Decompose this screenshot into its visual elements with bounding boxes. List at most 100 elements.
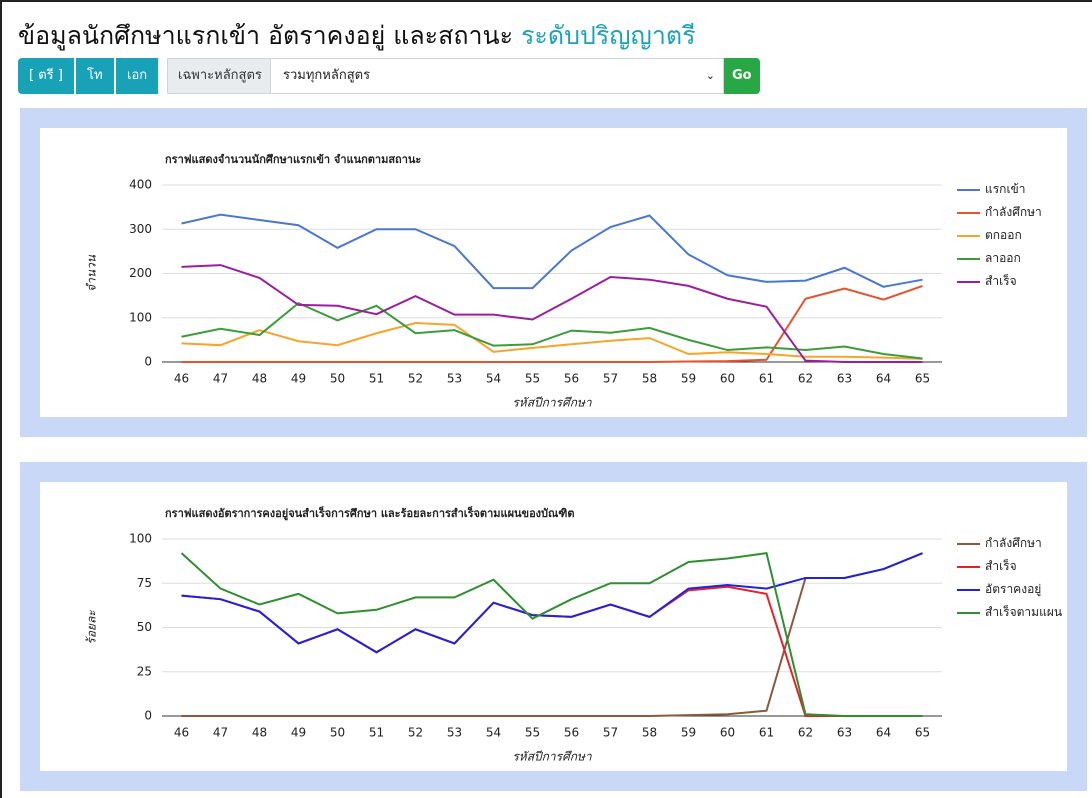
y-tick-label: 75 <box>137 576 152 590</box>
legend-label: สำเร็จ <box>985 274 1017 288</box>
select-value: รวมทุกหลักสูตร <box>283 68 371 83</box>
chart-panel: กราฟแสดงจำนวนนักศึกษาแรกเข้า จำแนกตามสถา… <box>20 108 1087 437</box>
legend-item: สำเร็จ <box>985 559 1017 573</box>
level-button[interactable]: โท <box>76 58 114 94</box>
chart: กราฟแสดงอัตราการคงอยู่จนสำเร็จการศึกษา แ… <box>85 506 1063 764</box>
x-tick-label: 62 <box>798 726 813 740</box>
x-tick-label: 48 <box>252 726 267 740</box>
line-series <box>181 301 923 360</box>
x-tick-label: 55 <box>525 726 540 740</box>
y-tick-label: 25 <box>137 664 152 678</box>
line-series <box>181 264 923 363</box>
level-button[interactable]: [ ตรี ] <box>18 58 74 94</box>
chart: กราฟแสดงจำนวนนักศึกษาแรกเข้า จำแนกตามสถา… <box>85 153 1042 410</box>
x-tick-label: 61 <box>759 372 774 386</box>
x-tick-label: 64 <box>876 372 891 386</box>
legend-label: สำเร็จตามแผน <box>985 605 1063 619</box>
page-title: ข้อมูลนักศึกษาแรกเข้า อัตราคงอยู่ และสถา… <box>18 16 696 56</box>
y-tick-label: 300 <box>129 222 152 236</box>
legend-label: กำลังศึกษา <box>985 205 1042 219</box>
y-axis-label: จำนวน <box>85 254 99 292</box>
x-tick-label: 61 <box>759 726 774 740</box>
x-tick-label: 51 <box>369 372 384 386</box>
x-tick-label: 65 <box>915 372 930 386</box>
x-tick-label: 50 <box>330 726 345 740</box>
x-tick-label: 47 <box>213 372 228 386</box>
filter-label: เฉพาะหลักสูตร <box>167 58 273 94</box>
go-button[interactable]: Go <box>724 58 760 94</box>
title-text: ข้อมูลนักศึกษาแรกเข้า อัตราคงอยู่ และสถา… <box>18 21 514 50</box>
legend-label: กำลังศึกษา <box>985 536 1042 550</box>
line-series <box>180 552 923 717</box>
x-axis-label: รหัสปีการศึกษา <box>512 396 593 410</box>
legend-item: ลาออก <box>985 251 1021 265</box>
chevron: ⌄ <box>705 69 715 82</box>
chart-title: กราฟแสดงอัตราการคงอยู่จนสำเร็จการศึกษา แ… <box>165 506 575 521</box>
legend-item: สำเร็จตามแผน <box>985 605 1063 619</box>
x-tick-label: 57 <box>603 372 618 386</box>
x-tick-label: 60 <box>720 372 735 386</box>
legend-item: สำเร็จ <box>985 274 1017 288</box>
line-series <box>181 284 923 363</box>
x-tick-label: 60 <box>720 726 735 740</box>
legend-item: แรกเข้า <box>985 182 1026 196</box>
chart-card: กราฟแสดงจำนวนนักศึกษาแรกเข้า จำแนกตามสถา… <box>40 128 1067 417</box>
x-tick-label: 51 <box>369 726 384 740</box>
line-series <box>181 552 923 654</box>
x-tick-label: 64 <box>876 726 891 740</box>
line-series <box>181 213 923 290</box>
x-tick-label: 54 <box>486 726 501 740</box>
program-select[interactable]: รวมทุกหลักสูตร ⌄ <box>270 58 724 94</box>
legend-item: กำลังศึกษา <box>985 205 1042 219</box>
x-tick-label: 59 <box>681 372 696 386</box>
y-tick-label: 400 <box>129 178 152 192</box>
x-tick-label: 53 <box>447 372 462 386</box>
x-tick-label: 63 <box>837 372 852 386</box>
x-tick-label: 65 <box>915 726 930 740</box>
x-tick-label: 47 <box>213 726 228 740</box>
line-series <box>181 585 923 717</box>
legend-label: สำเร็จ <box>985 559 1017 573</box>
x-tick-label: 46 <box>174 372 189 386</box>
x-tick-label: 62 <box>798 372 813 386</box>
x-tick-label: 57 <box>603 726 618 740</box>
line-series <box>181 322 923 360</box>
y-tick-label: 0 <box>144 355 152 369</box>
y-tick-label: 200 <box>129 266 152 280</box>
x-tick-label: 52 <box>408 372 423 386</box>
x-tick-label: 50 <box>330 372 345 386</box>
legend-item: อัตราคงอยู่ <box>985 582 1042 596</box>
x-tick-label: 56 <box>564 372 579 386</box>
x-tick-label: 63 <box>837 726 852 740</box>
y-tick-label: 0 <box>144 709 152 723</box>
line-series <box>181 552 923 717</box>
x-tick-label: 54 <box>486 372 501 386</box>
x-tick-label: 53 <box>447 726 462 740</box>
legend-item: กำลังศึกษา <box>985 536 1042 550</box>
level-button[interactable]: เอก <box>116 58 159 94</box>
legend-label: ตกออก <box>985 228 1022 242</box>
y-axis-label: ร้อยละ <box>85 610 99 645</box>
x-tick-label: 46 <box>174 726 189 740</box>
chart-panel: กราฟแสดงอัตราการคงอยู่จนสำเร็จการศึกษา แ… <box>20 462 1087 791</box>
legend-label: แรกเข้า <box>985 182 1026 196</box>
x-tick-label: 49 <box>291 372 306 386</box>
y-tick-label: 50 <box>137 620 152 634</box>
x-tick-label: 55 <box>525 372 540 386</box>
x-tick-label: 58 <box>642 372 657 386</box>
x-tick-label: 58 <box>642 726 657 740</box>
legend-label: อัตราคงอยู่ <box>985 582 1042 596</box>
legend-label: ลาออก <box>985 251 1021 265</box>
x-tick-label: 49 <box>291 726 306 740</box>
legend-item: ตกออก <box>985 228 1022 242</box>
chart-card: กราฟแสดงอัตราการคงอยู่จนสำเร็จการศึกษา แ… <box>40 482 1067 771</box>
x-tick-label: 56 <box>564 726 579 740</box>
x-tick-label: 59 <box>681 726 696 740</box>
title-highlight: ระดับปริญญาตรี <box>520 21 696 50</box>
x-tick-label: 48 <box>252 372 267 386</box>
y-tick-label: 100 <box>129 310 152 324</box>
chart-title: กราฟแสดงจำนวนนักศึกษาแรกเข้า จำแนกตามสถา… <box>165 153 421 166</box>
y-tick-label: 100 <box>129 532 152 546</box>
x-axis-label: รหัสปีการศึกษา <box>512 750 593 764</box>
